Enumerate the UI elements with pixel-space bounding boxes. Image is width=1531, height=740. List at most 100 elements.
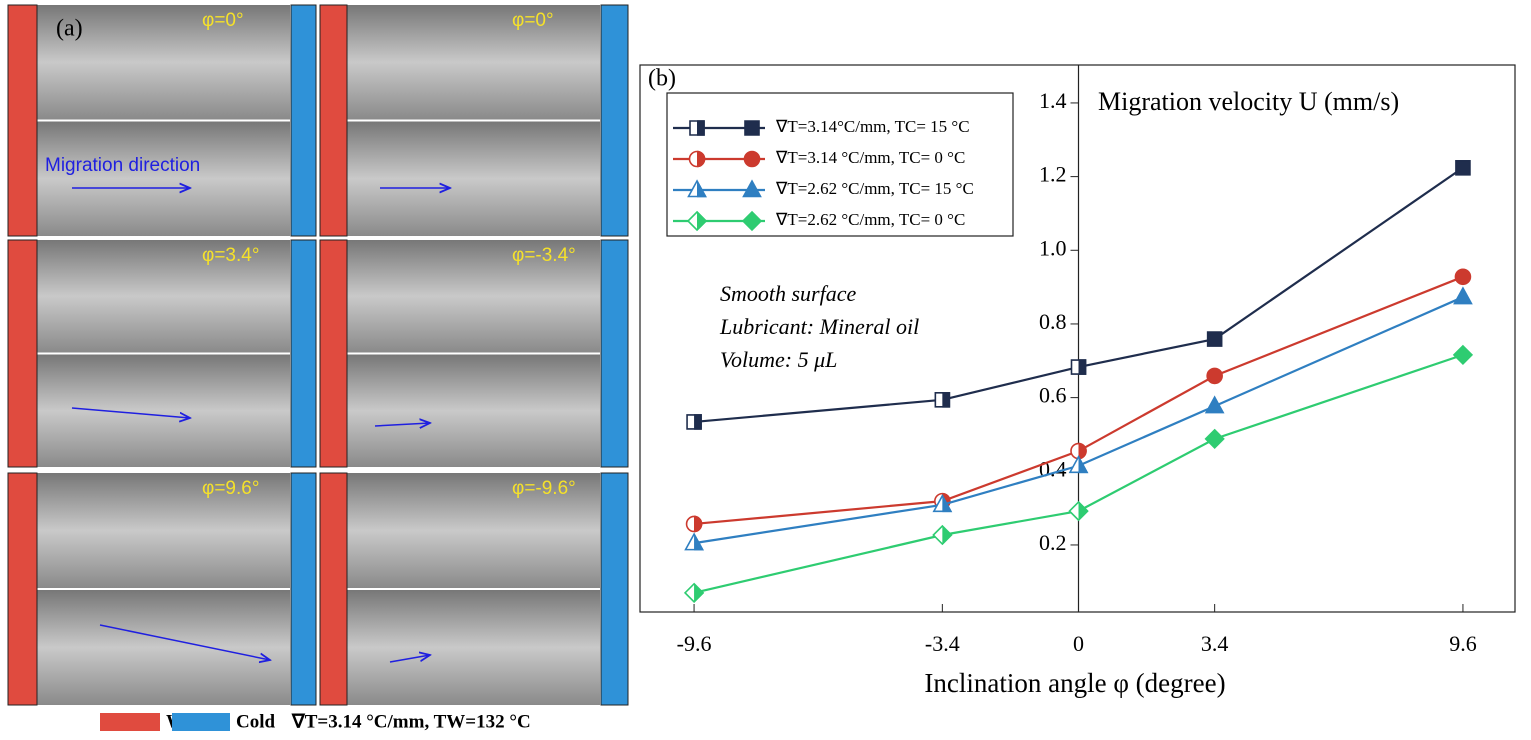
data-point (1068, 500, 1089, 522)
marker-shape (697, 120, 705, 136)
x-tick-label: 3.4 (1201, 631, 1229, 656)
warm-plate (319, 4, 348, 237)
data-point (1453, 286, 1473, 305)
data-point (1206, 331, 1223, 347)
marker-shape (942, 524, 953, 546)
x-axis-title: Inclination angle φ (degree) (924, 668, 1225, 698)
legend-marker (687, 179, 707, 198)
data-point (685, 515, 703, 533)
legend-label: ∇T=3.14°C/mm, TC= 15 °C (775, 117, 970, 136)
annotation: Lubricant: Mineral oil (719, 314, 919, 339)
y-tick-label: 1.0 (1039, 235, 1067, 260)
x-tick-label: -9.6 (677, 631, 712, 656)
marker-shape (1206, 367, 1223, 385)
warm-plate (7, 239, 38, 468)
warm-plate (7, 4, 38, 237)
data-point (686, 414, 702, 430)
legend-label: ∇T=2.62 °C/mm, TC= 15 °C (775, 179, 974, 198)
marker-shape (1204, 428, 1225, 450)
legend-marker (688, 150, 706, 168)
annotation: Smooth surface (720, 281, 857, 306)
marker-shape (1454, 268, 1472, 286)
data-point (934, 392, 951, 408)
marker-shape (1078, 455, 1089, 474)
y-tick-label: 0.6 (1039, 383, 1067, 408)
data-point (1204, 428, 1225, 450)
marker-shape (942, 494, 953, 513)
marker-shape (694, 515, 703, 533)
data-point (1070, 442, 1087, 460)
marker-shape (942, 392, 951, 408)
marker-shape (1206, 331, 1223, 347)
legend-label: ∇T=3.14 °C/mm, TC= 0 °C (775, 148, 965, 167)
angle-label: φ=9.6° (202, 478, 259, 499)
legend-label: ∇T=2.62 °C/mm, TC= 0 °C (775, 210, 965, 229)
data-point (1068, 455, 1089, 474)
y-axis-title: Migration velocity U (mm/s) (1098, 87, 1399, 116)
marker-shape (1078, 442, 1087, 460)
marker-shape (1078, 359, 1087, 375)
data-point (932, 524, 953, 546)
marker-shape (694, 414, 702, 430)
data-point (1070, 359, 1087, 375)
angle-label: φ=0° (512, 10, 554, 31)
x-tick-label: 0 (1073, 631, 1084, 656)
marker-shape (1204, 395, 1225, 414)
photo (37, 354, 290, 467)
x-tick-label: -3.4 (925, 631, 960, 656)
data-point (1455, 159, 1471, 176)
legend-marker (686, 210, 708, 232)
warm-swatch (100, 713, 160, 731)
panel-b: (b)0.20.40.60.81.01.21.4-9.6 -3.4 0 3.4 9.6M… (639, 64, 1516, 698)
marker-shape (742, 179, 762, 198)
photo (347, 5, 600, 120)
x-tick-label: 9.6 (1449, 631, 1477, 656)
panel-a: φ=0° φ=0° φ=3.4° φ=-3.4° φ=9.6° φ=-9.6° (a) Mig… (7, 4, 629, 732)
direction-arrow (99, 624, 270, 660)
marker-shape (741, 210, 763, 232)
photo (37, 240, 290, 353)
direction-label: Migration direction (45, 155, 200, 176)
marker-shape (1453, 286, 1473, 305)
cold-plate (290, 472, 317, 706)
panel-label: (b) (648, 66, 676, 92)
y-tick-label: 0.2 (1039, 530, 1067, 555)
cold-plate (600, 472, 629, 706)
photo (347, 240, 600, 353)
photo (347, 354, 600, 467)
marker-shape (697, 150, 706, 168)
photo (347, 473, 600, 588)
marker-shape (697, 210, 708, 232)
condition-label: ∇T=3.14 °C/mm, TW=132 °C (291, 711, 531, 732)
legend-cold: Cold (236, 711, 276, 732)
marker-shape (697, 179, 707, 198)
direction-arrow (374, 423, 430, 426)
panel-label: (a) (56, 16, 83, 42)
data-point (684, 532, 704, 551)
angle-label: φ=-3.4° (512, 245, 576, 266)
legend-marker (743, 150, 761, 168)
legend-marker (742, 179, 762, 198)
warm-plate (319, 239, 348, 468)
cold-plate (290, 4, 317, 237)
marker-shape (1078, 500, 1089, 522)
data-point (683, 582, 705, 603)
data-point (1452, 344, 1474, 366)
marker-shape (1452, 344, 1474, 366)
marker-shape (743, 150, 761, 168)
angle-label: φ=-9.6° (512, 478, 576, 499)
marker-shape (744, 120, 760, 136)
angle-label: φ=3.4° (202, 245, 259, 266)
photo (37, 5, 290, 120)
marker-shape (694, 582, 705, 603)
direction-arrow (389, 655, 430, 663)
photo (347, 590, 600, 705)
cold-plate (290, 239, 317, 468)
photo (37, 590, 290, 705)
legend-box (666, 92, 1014, 237)
y-tick-label: 0.8 (1039, 309, 1067, 334)
plot-frame (639, 64, 1516, 613)
annotation: Volume: 5 μL (720, 347, 837, 372)
angle-label: φ=0° (202, 10, 244, 31)
y-tick-label: 1.4 (1039, 88, 1067, 113)
